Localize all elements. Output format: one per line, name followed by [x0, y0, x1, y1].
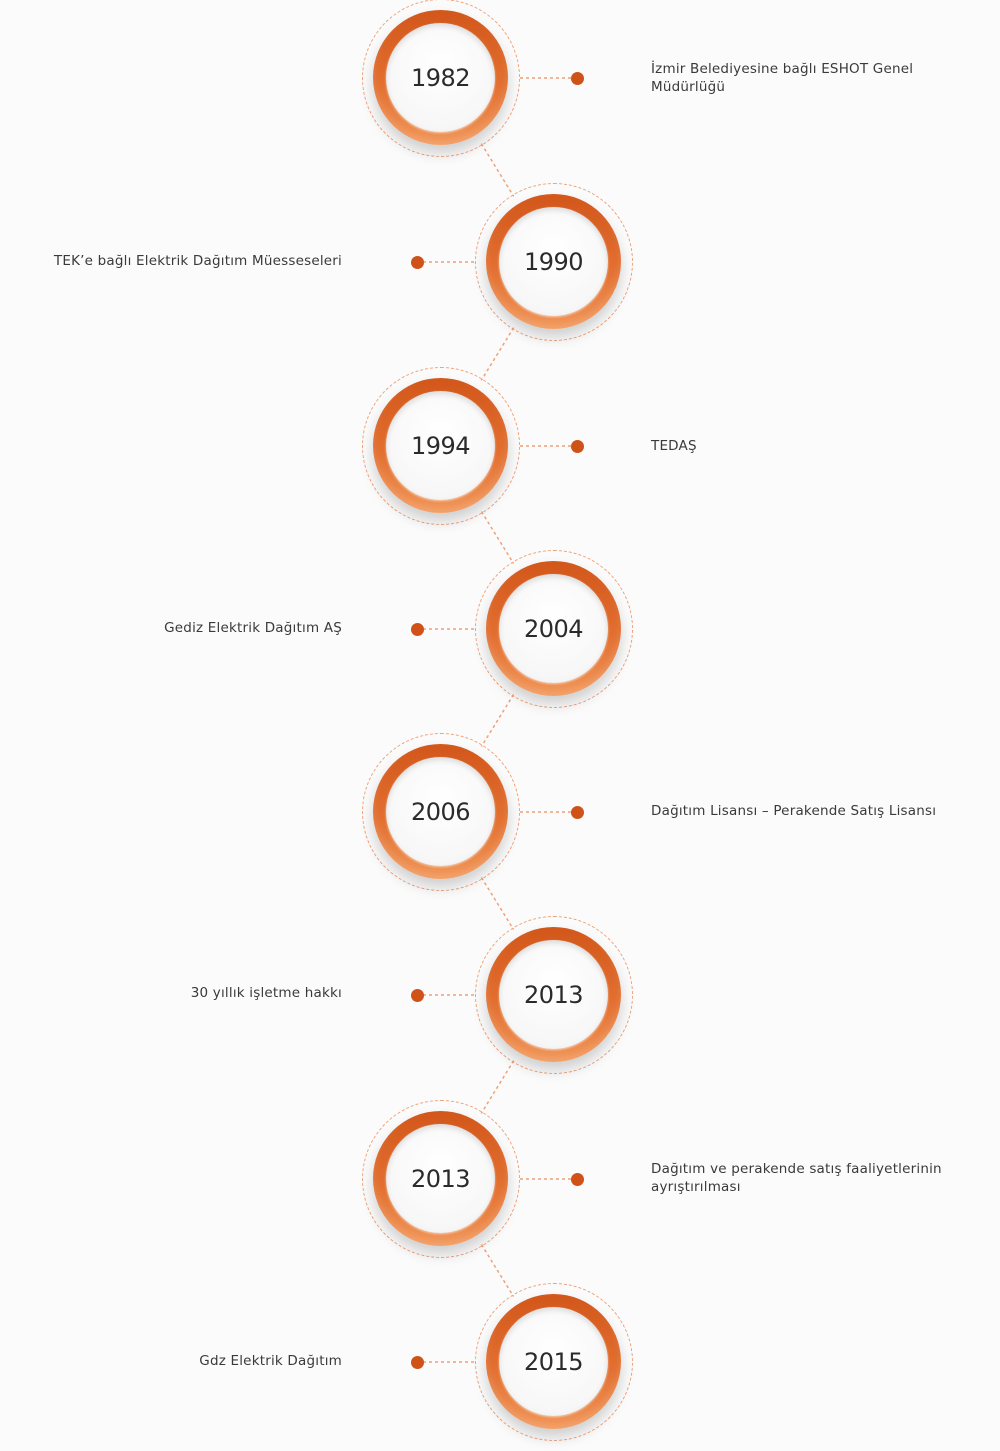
timeline-dot — [570, 805, 584, 819]
year-badge: 2004 — [475, 550, 633, 708]
milestone-description: Dağıtım Lisansı – Perakende Satış Lisans… — [651, 803, 937, 819]
year-label: 1994 — [410, 431, 471, 460]
year-label: 2013 — [523, 980, 584, 1009]
year-label: 2006 — [410, 797, 471, 826]
year-label: 2013 — [410, 1164, 471, 1193]
milestone-description: Dağıtım ve perakende satış faaliyetlerin… — [651, 1161, 942, 1195]
timeline-dot — [410, 1355, 424, 1369]
year-label: 1982 — [410, 63, 471, 92]
timeline-dot — [570, 1172, 584, 1186]
year-badge: 2006 — [362, 733, 520, 891]
timeline-link-line — [480, 511, 515, 564]
timeline-link-line — [480, 1060, 515, 1114]
year-label: 2015 — [523, 1347, 584, 1376]
year-badge: 1994 — [362, 367, 520, 525]
year-label: 2004 — [523, 614, 584, 643]
year-badge: 1982 — [362, 0, 520, 157]
timeline-dot — [410, 255, 424, 269]
timeline-link-line — [480, 143, 515, 197]
milestone-description: Gdz Elektrik Dağıtım — [199, 1353, 342, 1369]
timeline-link-line — [480, 877, 515, 930]
year-label: 1990 — [523, 247, 584, 276]
timeline-link-line — [480, 327, 515, 381]
milestone-description: Gediz Elektrik Dağıtım AŞ — [164, 620, 342, 636]
milestone-description: 30 yıllık işletme hakkı — [190, 985, 342, 1001]
timeline-dot — [570, 71, 584, 85]
year-badge: 1990 — [475, 183, 633, 341]
milestone-description: TEK’e bağlı Elektrik Dağıtım Müesseseler… — [53, 253, 342, 269]
year-badge: 2015 — [475, 1283, 633, 1441]
timeline-link-line — [480, 694, 515, 747]
year-badge: 2013 — [475, 916, 633, 1074]
year-badge: 2013 — [362, 1100, 520, 1258]
timeline-dot — [410, 988, 424, 1002]
milestone-description: İzmir Belediyesine bağlı ESHOT Genel Müd… — [651, 61, 914, 95]
timeline-link-line — [480, 1244, 515, 1297]
timeline-dot — [570, 439, 584, 453]
timeline-dot — [410, 622, 424, 636]
milestone-description: TEDAŞ — [651, 438, 697, 454]
